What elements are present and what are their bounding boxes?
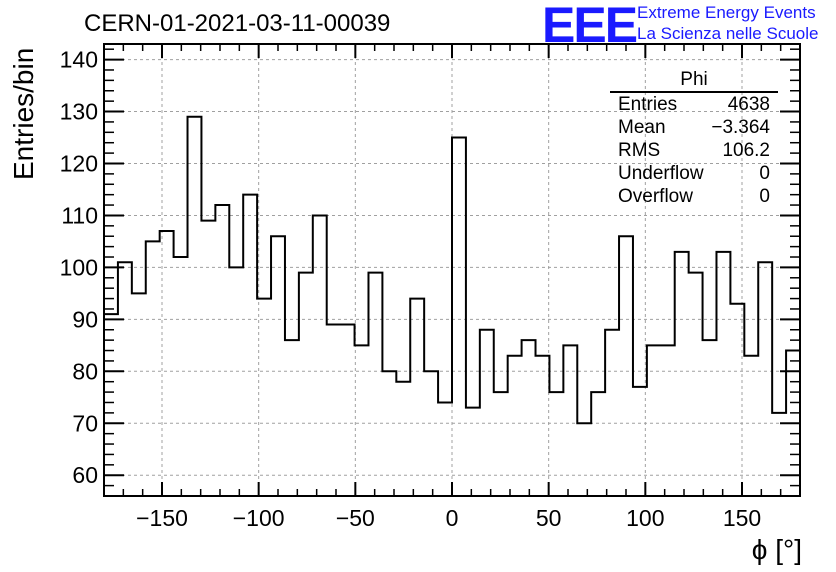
histogram-bin: [104, 314, 118, 496]
y-tick-label: 110: [61, 202, 98, 228]
y-tick-label: 100: [60, 254, 98, 280]
stats-title: Phi: [610, 70, 778, 93]
histogram-bin: [299, 273, 313, 496]
stats-row-rms: RMS 106.2: [610, 139, 778, 162]
histogram-bin: [368, 273, 382, 496]
run-title: CERN-01-2021-03-11-00039: [84, 10, 391, 37]
histogram-bin: [243, 195, 257, 496]
y-tick-label: 60: [72, 462, 98, 488]
x-tick-label: −150: [136, 505, 188, 531]
histogram-bin: [522, 340, 536, 496]
y-tick-label: 80: [72, 358, 98, 384]
histogram-bin: [494, 392, 508, 496]
stats-label: Underflow: [618, 163, 704, 184]
histogram-bin: [410, 299, 424, 496]
histogram-bin: [146, 241, 160, 496]
histogram-bin: [341, 325, 355, 496]
histogram-bin: [675, 252, 689, 496]
histogram-bin: [466, 408, 480, 496]
histogram-bin: [132, 293, 146, 496]
histogram-bin: [744, 356, 758, 496]
histogram-bin: [201, 221, 215, 496]
histogram-bin: [118, 262, 132, 496]
x-axis-label: ϕ [°]: [751, 534, 802, 565]
stats-row-entries: Entries 4638: [610, 93, 778, 116]
histogram-bin: [160, 231, 174, 496]
histogram-bin: [508, 356, 522, 496]
histogram-bin: [271, 236, 285, 496]
stats-label: Mean: [618, 117, 666, 138]
histogram-step-line: [104, 115, 800, 425]
histogram-bin: [536, 356, 550, 496]
histogram-bin: [396, 382, 410, 496]
histogram-bin: [174, 257, 188, 496]
stats-label: Entries: [618, 94, 678, 115]
x-tick-label: 50: [536, 505, 562, 531]
stats-row-mean: Mean −3.364: [610, 116, 778, 139]
logo-subtitle-line1: Extreme Energy Events: [637, 3, 816, 22]
eee-logo: EEE: [542, 0, 638, 53]
histogram-bin: [452, 138, 466, 496]
y-tick-label: 130: [60, 99, 98, 125]
histogram-bin: [438, 402, 452, 496]
histogram-bin: [619, 236, 633, 496]
histogram-bin: [689, 273, 703, 496]
x-tick-label: −50: [336, 505, 375, 531]
histogram-bin: [327, 325, 341, 496]
y-tick-label: 90: [72, 306, 98, 332]
x-tick-labels: −150 −100 −50 0 50 100 150: [136, 505, 761, 531]
stats-row-overflow: Overflow 0: [610, 185, 778, 208]
histogram-bin: [480, 330, 494, 496]
x-tick-label: 100: [626, 505, 664, 531]
histogram-bin: [188, 117, 202, 496]
histogram-bin: [313, 215, 327, 496]
histogram-bin: [772, 413, 786, 496]
stats-label: Overflow: [618, 186, 693, 207]
histogram-bin: [257, 299, 271, 496]
histogram-bin: [758, 262, 772, 496]
histogram-bin: [424, 371, 438, 496]
histogram-bin: [716, 252, 730, 496]
histogram-bin: [661, 345, 675, 496]
histogram-bin: [549, 392, 563, 496]
histogram-bin: [215, 205, 229, 496]
logo-subtitle-line2: La Scienza nelle Scuole: [637, 24, 819, 43]
histogram-bin: [633, 387, 647, 496]
stats-row-underflow: Underflow 0: [610, 162, 778, 185]
x-tick-label: 150: [723, 505, 761, 531]
histogram-bin: [355, 345, 369, 496]
histogram-bin: [605, 330, 619, 496]
stats-box: Phi Entries 4638 Mean −3.364 RMS 106.2 U…: [610, 70, 778, 208]
y-axis-label: Entries/bin: [8, 47, 39, 180]
histogram-bin: [577, 423, 591, 496]
y-tick-label: 120: [60, 150, 98, 176]
stats-value: 0: [759, 163, 770, 184]
stats-label: RMS: [618, 140, 661, 161]
stats-value: −3.364: [711, 117, 770, 138]
stats-value: 106.2: [722, 140, 770, 161]
stats-value: 0: [759, 186, 770, 207]
y-tick-label: 140: [60, 47, 98, 73]
histogram-bin: [229, 267, 243, 496]
x-tick-label: −100: [233, 505, 285, 531]
histogram-bin: [647, 345, 661, 496]
histogram-bin: [285, 340, 299, 496]
stats-value: 4638: [727, 94, 770, 115]
y-tick-labels: 60 70 80 90 100 110 120 130 140: [60, 47, 98, 489]
y-tick-label: 70: [72, 410, 98, 436]
x-tick-label: 0: [446, 505, 459, 531]
histogram-bin: [703, 340, 717, 496]
histogram-bin: [382, 371, 396, 496]
axis-ticks: [103, 44, 801, 497]
histogram-bin: [591, 392, 605, 496]
histogram-bin: [563, 345, 577, 496]
histogram-bin: [730, 304, 744, 496]
